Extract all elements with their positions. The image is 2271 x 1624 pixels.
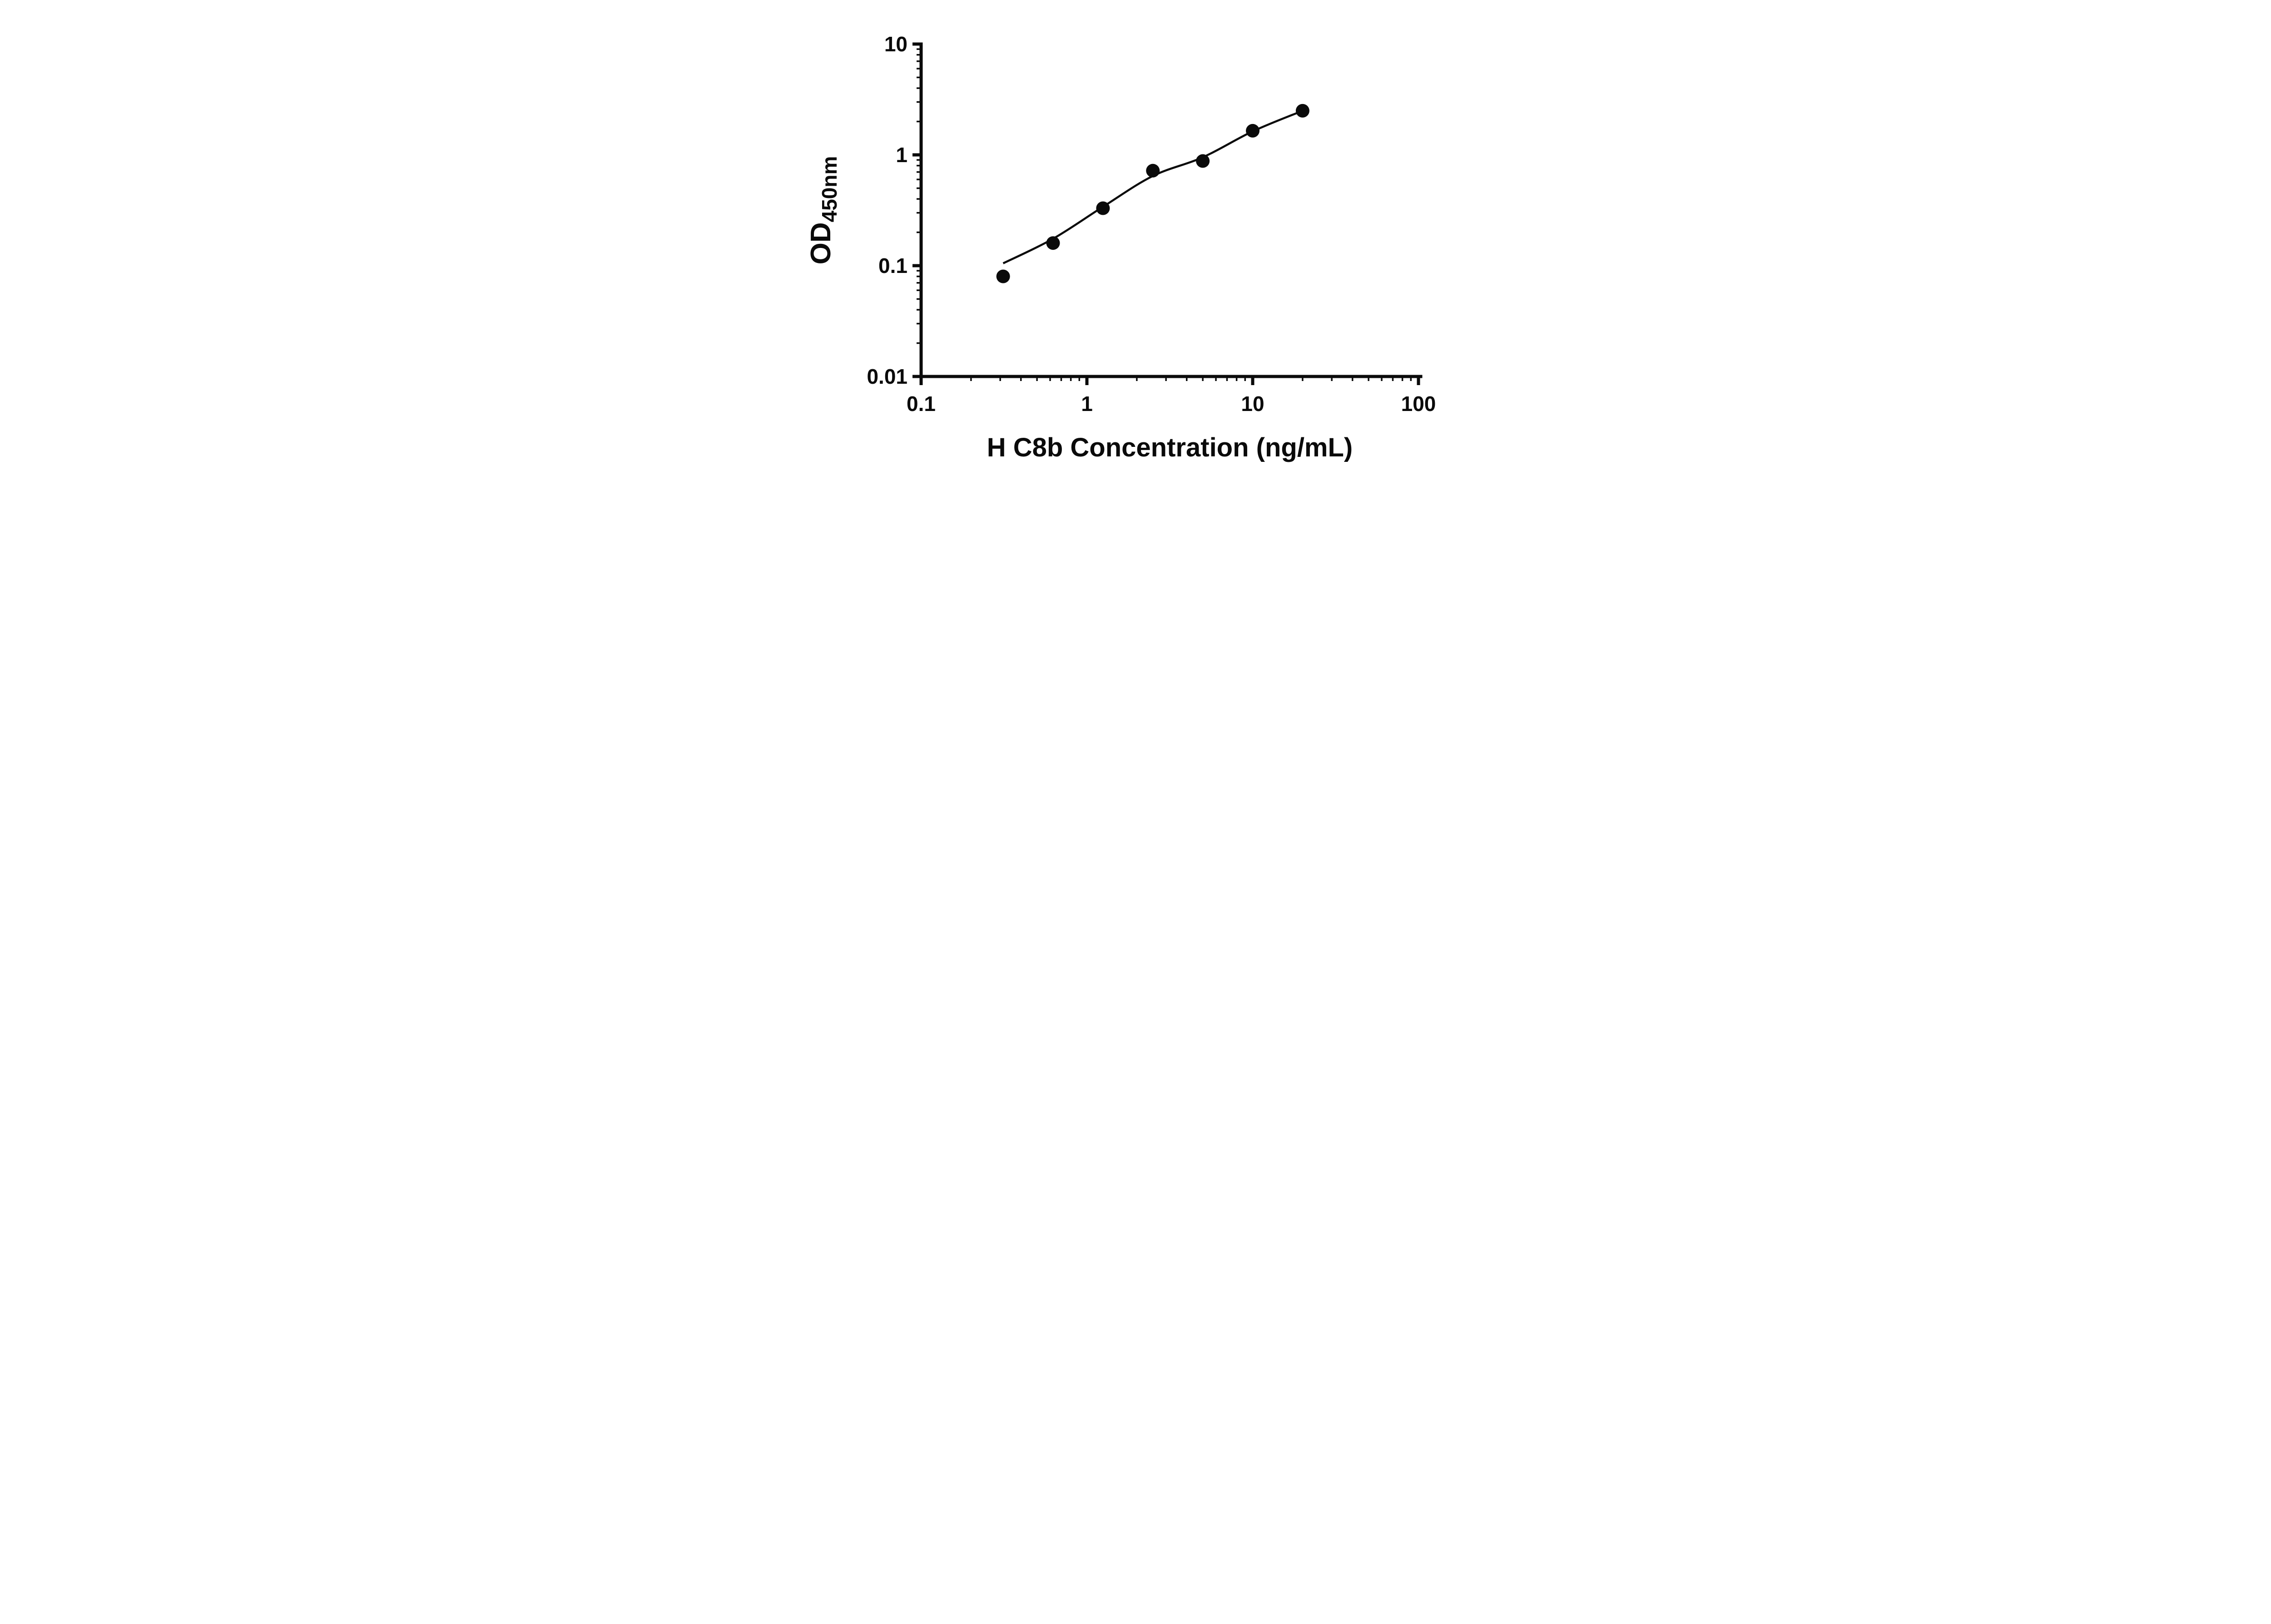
x-tick-label: 100 (1401, 392, 1436, 416)
data-point (1245, 124, 1259, 138)
data-point (1195, 154, 1210, 168)
y-tick-label: 0.01 (867, 365, 907, 388)
y-axis-title: OD450nm (805, 156, 841, 265)
data-points (996, 104, 1309, 283)
standard-curve-figure: 10 1 0.1 0.01 0.1 1 10 100 H C8b Concentration (… (784, 0, 1487, 485)
data-point (1096, 201, 1110, 215)
data-point (996, 269, 1010, 283)
y-tick-label: 1 (896, 143, 907, 167)
x-tick-label: 1 (1081, 392, 1093, 416)
x-axis: 0.1 1 10 100 (907, 375, 1436, 416)
x-tick-label: 10 (1241, 392, 1264, 416)
data-point (1295, 104, 1309, 118)
data-point (1145, 163, 1160, 178)
y-tick-label: 0.1 (878, 254, 907, 277)
y-tick-label: 10 (884, 32, 907, 56)
data-point (1046, 236, 1060, 250)
x-tick-label: 0.1 (907, 392, 936, 416)
y-axis: 10 1 0.1 0.01 (867, 32, 922, 388)
x-axis-title: H C8b Concentration (ng/mL) (987, 433, 1353, 462)
